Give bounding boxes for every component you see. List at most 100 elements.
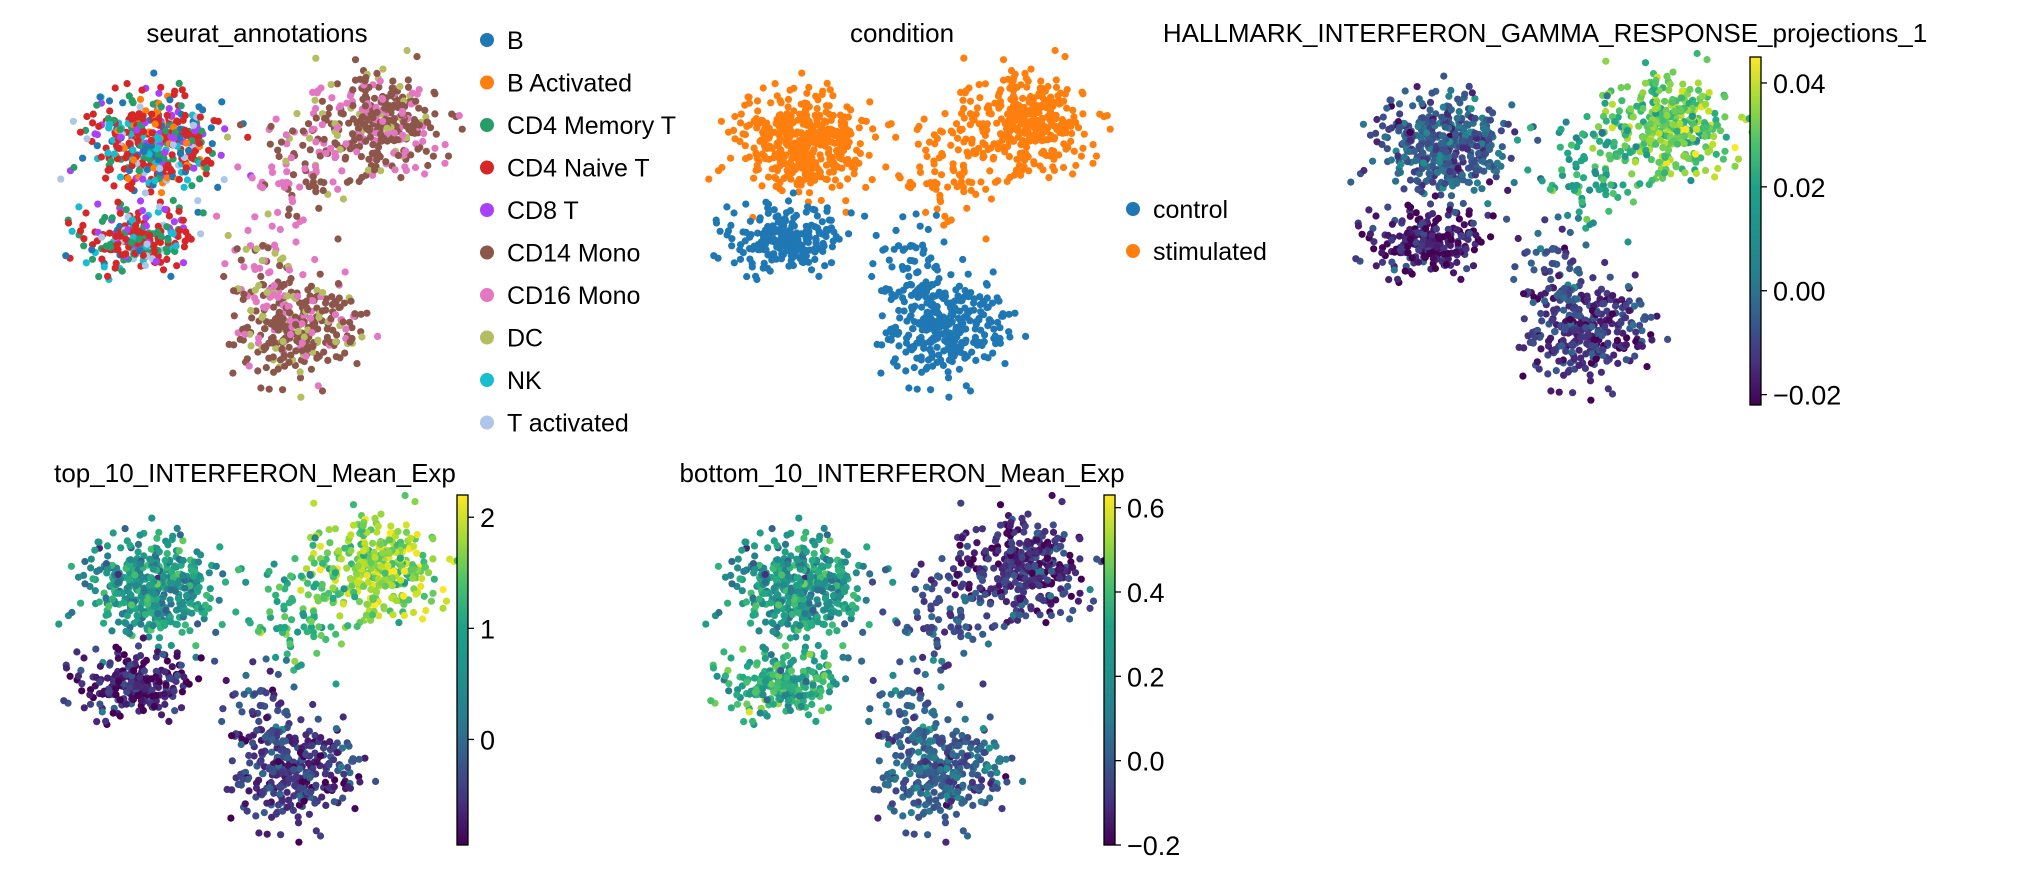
scatter-point xyxy=(1413,83,1421,91)
scatter-point xyxy=(77,599,85,607)
scatter-point xyxy=(413,53,421,61)
scatter-point xyxy=(365,155,373,163)
scatter-point xyxy=(982,235,990,243)
scatter-point xyxy=(182,591,191,600)
scatter-point xyxy=(830,164,838,172)
scatter-point xyxy=(1613,336,1621,344)
scatter-point xyxy=(1648,336,1656,344)
legend-marker xyxy=(480,330,494,345)
scatter-point xyxy=(705,175,713,183)
scatter-point xyxy=(894,330,902,338)
scatter-point xyxy=(766,251,774,259)
scatter-point xyxy=(1511,128,1519,136)
scatter-point xyxy=(183,176,191,184)
scatter-point xyxy=(1449,269,1458,277)
scatter-point xyxy=(1663,72,1671,80)
scatter-point xyxy=(346,318,354,326)
scatter-point xyxy=(1497,127,1505,135)
scatter-point xyxy=(737,119,745,127)
scatter-point xyxy=(142,142,150,151)
scatter-point xyxy=(741,142,749,150)
scatter-point xyxy=(796,129,804,137)
scatter-point xyxy=(731,135,739,143)
scatter-point xyxy=(981,124,990,132)
scatter-point xyxy=(268,222,276,230)
scatter-point xyxy=(115,144,123,152)
scatter-point xyxy=(1418,219,1426,227)
scatter-point xyxy=(1588,342,1596,350)
scatter-point xyxy=(752,149,760,157)
scatter-point xyxy=(1628,170,1636,178)
scatter-point xyxy=(811,111,819,119)
scatter-point xyxy=(1414,177,1422,186)
scatter-point xyxy=(1453,258,1461,266)
scatter-point xyxy=(891,323,900,331)
scatter-point xyxy=(248,314,256,322)
scatter-point xyxy=(336,102,345,110)
scatter-point xyxy=(1618,97,1626,105)
scatter-point xyxy=(1629,321,1637,329)
scatter-point xyxy=(1401,87,1409,95)
scatter-point xyxy=(1396,168,1404,176)
scatter-point xyxy=(229,369,237,377)
scatter-point xyxy=(784,197,793,205)
scatter-point xyxy=(107,157,115,165)
scatter-point xyxy=(802,156,811,164)
scatter-point xyxy=(88,255,97,263)
scatter-point xyxy=(255,281,263,290)
scatter-point xyxy=(957,173,965,181)
scatter-point xyxy=(1594,309,1602,317)
scatter-point xyxy=(185,680,193,688)
scatter-point xyxy=(1535,365,1543,373)
scatter-point xyxy=(79,154,87,162)
scatter-point xyxy=(67,562,75,570)
scatter-point xyxy=(251,213,259,221)
scatter-point xyxy=(137,573,146,581)
scatter-point xyxy=(972,356,980,364)
scatter-point xyxy=(901,245,909,253)
scatter-point xyxy=(915,122,923,130)
scatter-point xyxy=(1437,191,1445,199)
scatter-point xyxy=(230,287,238,295)
legend-label: CD16 Mono xyxy=(507,282,640,310)
scatter-point xyxy=(134,692,142,700)
scatter-point xyxy=(758,182,766,190)
scatter-point xyxy=(1455,215,1463,223)
scatter-point xyxy=(421,170,429,178)
scatter-point xyxy=(1597,368,1605,376)
scatter-point xyxy=(940,320,948,329)
scatter-point xyxy=(79,221,87,229)
scatter-point xyxy=(1643,363,1651,371)
scatter-point xyxy=(758,150,766,158)
scatter-point xyxy=(1637,300,1645,308)
scatter-point xyxy=(116,712,124,720)
scatter-point xyxy=(1520,290,1528,298)
scatter-point xyxy=(89,119,97,127)
scatter-point xyxy=(818,134,826,142)
scatter-point xyxy=(133,611,141,620)
scatter-point xyxy=(292,347,300,355)
scatter-point xyxy=(1445,92,1453,100)
scatter-point xyxy=(178,628,186,636)
scatter-point xyxy=(1583,295,1592,303)
scatter-point xyxy=(369,114,377,122)
scatter-point xyxy=(289,127,297,135)
scatter-point xyxy=(1454,239,1462,247)
scatter-point xyxy=(795,188,803,196)
scatter-point xyxy=(1631,158,1639,166)
scatter-point xyxy=(1052,83,1061,91)
scatter-point xyxy=(1576,333,1585,342)
scatter-point xyxy=(730,209,738,217)
scatter-point xyxy=(1437,145,1446,153)
scatter-point xyxy=(200,609,208,618)
scatter-point xyxy=(971,333,980,341)
scatter-point xyxy=(1473,179,1481,187)
scatter-point xyxy=(100,263,108,271)
scatter-point xyxy=(1558,225,1566,233)
scatter-point xyxy=(1055,151,1063,159)
scatter-point xyxy=(157,83,165,91)
scatter-point xyxy=(220,176,228,184)
scatter-point xyxy=(293,212,301,220)
scatter-point xyxy=(1426,250,1434,258)
scatter-point xyxy=(850,170,858,178)
